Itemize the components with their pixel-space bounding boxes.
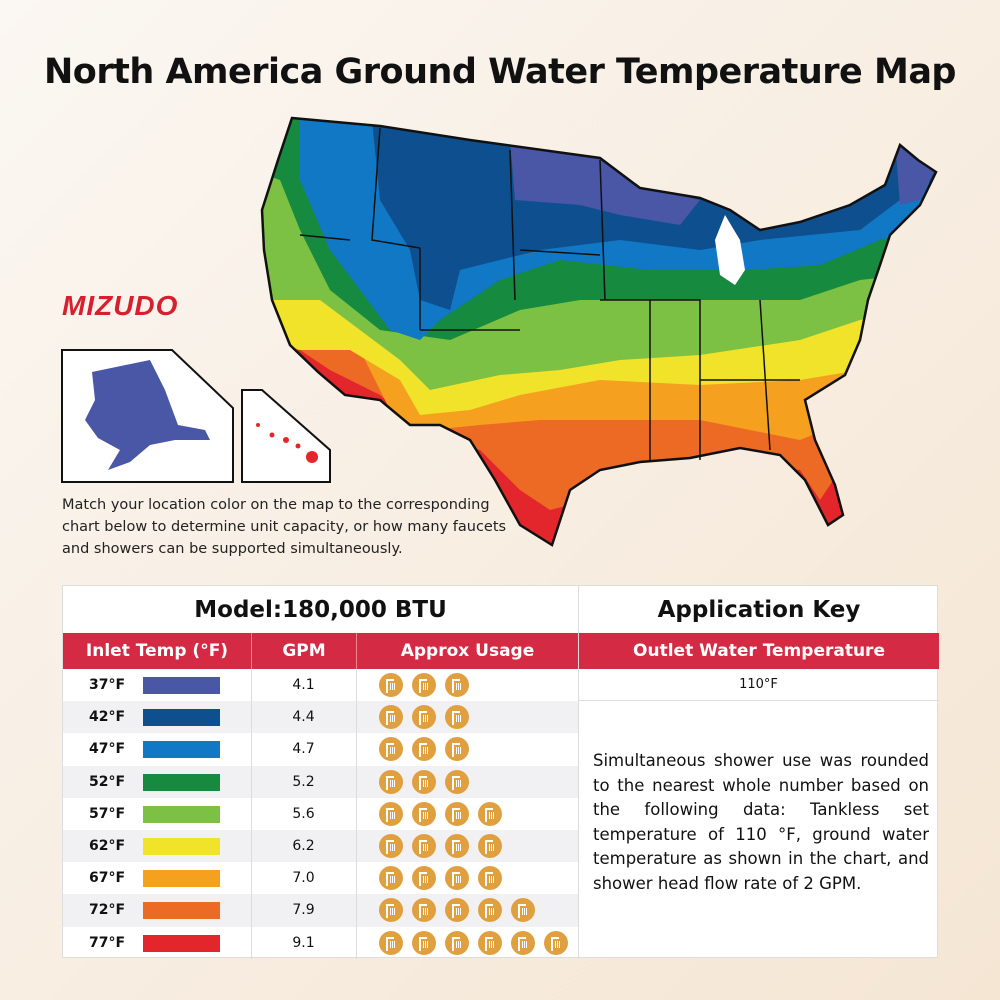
table-row: 77°F 9.1 [63, 927, 578, 959]
color-swatch [143, 741, 220, 759]
usage-icons [379, 766, 469, 798]
hawaii-inset [241, 389, 331, 483]
usage-icons [379, 927, 568, 959]
shower-icon [445, 737, 469, 762]
gpm-value: 4.1 [292, 677, 315, 694]
inlet-temp-header: Inlet Temp (°F) [63, 633, 251, 669]
shower-icon [511, 930, 535, 955]
usage-icons [379, 669, 469, 701]
inlet-temp: 72°F [89, 902, 126, 919]
shower-icon [412, 737, 436, 762]
gpm-value: 9.1 [292, 934, 315, 951]
shower-icon [445, 673, 469, 698]
page-title: North America Ground Water Temperature M… [44, 52, 956, 92]
gpm-header: GPM [251, 633, 356, 669]
table-row: 37°F 4.1 [63, 669, 578, 701]
shower-icon [379, 737, 403, 762]
shower-icon [379, 898, 403, 923]
capacity-table: Model:180,000 BTU Application Key Inlet … [62, 585, 939, 959]
inlet-temp: 62°F [89, 838, 126, 855]
shower-icon [412, 898, 436, 923]
shower-icon [445, 898, 469, 923]
table-row: 57°F 5.6 [63, 798, 578, 830]
shower-icon [379, 769, 403, 794]
shower-icon [379, 930, 403, 955]
inlet-temp: 52°F [89, 773, 126, 790]
shower-icon [445, 834, 469, 859]
gpm-value: 7.9 [292, 902, 315, 919]
shower-icon [379, 866, 403, 891]
shower-icon [412, 930, 436, 955]
gpm-value: 5.6 [292, 805, 315, 822]
color-swatch [143, 934, 220, 952]
shower-icon [379, 705, 403, 730]
alaska-inset [61, 349, 234, 483]
color-swatch [143, 870, 220, 888]
shower-icon [544, 930, 568, 955]
map-instructions: Match your location color on the map to … [62, 497, 507, 557]
shower-icon [379, 801, 403, 826]
gpm-value: 7.0 [292, 870, 315, 887]
shower-icon [478, 898, 502, 923]
gpm-value: 4.7 [292, 741, 315, 758]
brand-logo: MIZUDO [62, 290, 179, 321]
shower-icon [445, 801, 469, 826]
inlet-temp: 67°F [89, 870, 126, 887]
table-row: 52°F 5.2 [63, 765, 578, 798]
shower-icon [412, 705, 436, 730]
inlet-temp: 57°F [89, 805, 126, 822]
shower-icon [379, 673, 403, 698]
usage-icons [379, 862, 502, 894]
usage-icons [379, 798, 502, 830]
state-borders [299, 127, 800, 462]
model-title: Model:180,000 BTU [194, 596, 447, 623]
inlet-temp: 37°F [89, 677, 126, 694]
inlet-temp: 47°F [89, 741, 126, 758]
usage-icons [379, 701, 469, 733]
shower-icon [478, 930, 502, 955]
lake-michigan [715, 215, 745, 285]
shower-icon [445, 866, 469, 891]
usage-icons [379, 894, 535, 926]
shower-icon [478, 801, 502, 826]
color-swatch [143, 902, 220, 920]
outlet-temp-value: 110°F [578, 669, 939, 701]
color-swatch [143, 773, 220, 791]
usage-icons [379, 830, 502, 862]
table-row: 67°F 7.0 [63, 862, 578, 894]
gpm-value: 5.2 [292, 773, 315, 790]
inlet-temp: 77°F [89, 934, 126, 951]
shower-icon [412, 866, 436, 891]
inlet-temp: 42°F [89, 709, 126, 726]
gpm-value: 6.2 [292, 838, 315, 855]
table-row: 62°F 6.2 [63, 830, 578, 863]
band-37 [510, 140, 936, 225]
shower-icon [511, 898, 535, 923]
color-swatch [143, 677, 220, 694]
application-note: Simultaneous shower use was rounded to t… [593, 751, 929, 893]
table-row: 72°F 7.9 [63, 894, 578, 927]
gpm-value: 4.4 [292, 709, 315, 726]
shower-icon [445, 705, 469, 730]
color-swatch [143, 709, 220, 727]
usage-icons [379, 733, 469, 765]
usage-header: Approx Usage [356, 633, 578, 669]
shower-icon [412, 834, 436, 859]
shower-icon [445, 769, 469, 794]
shower-icon [478, 834, 502, 859]
shower-icon [478, 866, 502, 891]
shower-icon [412, 801, 436, 826]
table-row: 42°F 4.4 [63, 701, 578, 734]
application-key-title: Application Key [578, 586, 939, 633]
outlet-temp-header: Outlet Water Temperature [578, 633, 939, 669]
color-swatch [143, 838, 220, 855]
table-row: 47°F 4.7 [63, 733, 578, 765]
shower-icon [412, 769, 436, 794]
color-swatch [143, 805, 220, 823]
shower-icon [412, 673, 436, 698]
shower-icon [379, 834, 403, 859]
shower-icon [445, 930, 469, 955]
